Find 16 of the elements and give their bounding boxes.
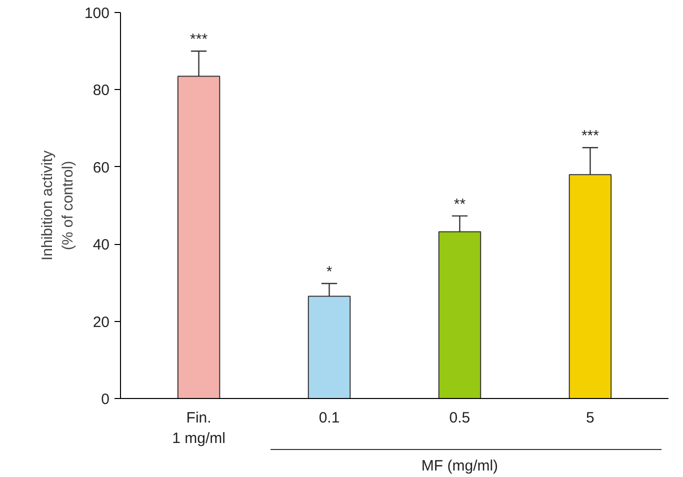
y-tick-label: 80 [92, 82, 110, 100]
x-axis-title: MF (mg/ml) [421, 458, 498, 474]
annotation: ** [454, 196, 466, 213]
y-axis-title: Inhibition activity (% of control) [39, 150, 76, 261]
x-tick-label: 0.5 [449, 410, 470, 426]
annotation: *** [190, 31, 208, 48]
x-tick-label: Fin. 1 mg/ml [172, 410, 226, 447]
y-tick-label: 0 [101, 391, 110, 408]
y-tick-label: 20 [92, 314, 110, 331]
annotation: *** [581, 128, 600, 145]
y-tick-label: 60 [92, 159, 110, 176]
x-tick-label: 0.1 [318, 410, 340, 426]
x-tick-label: 5 [586, 410, 594, 426]
y-tick-label: 100 [84, 5, 110, 22]
y-tick-label: 40 [92, 236, 110, 254]
annotation: * [326, 263, 332, 280]
